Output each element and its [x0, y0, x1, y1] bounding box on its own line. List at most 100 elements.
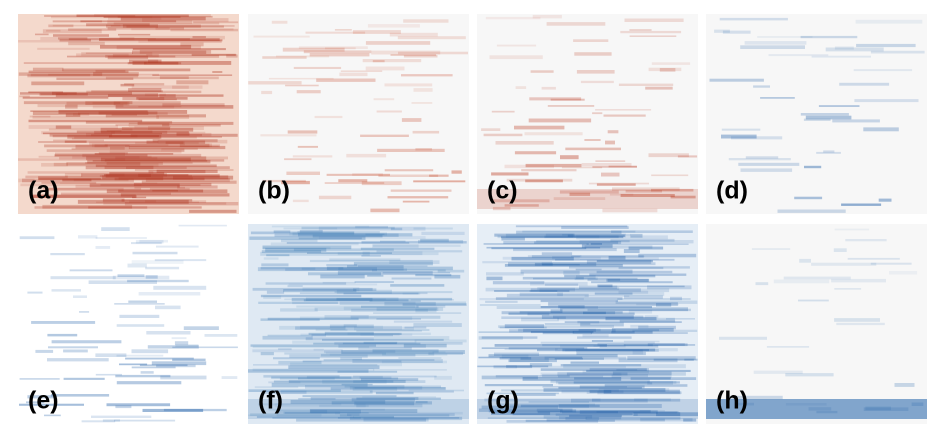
stripe	[420, 238, 449, 242]
stripe	[324, 350, 396, 354]
stripe	[171, 337, 187, 340]
stripe	[355, 225, 388, 229]
stripe	[376, 250, 463, 253]
stripe	[146, 331, 191, 335]
stripe	[343, 292, 419, 295]
stripe	[477, 365, 549, 368]
stripe	[99, 38, 220, 41]
stripe	[499, 326, 547, 329]
stripe	[248, 389, 341, 392]
stripe	[179, 143, 210, 148]
stripe	[501, 389, 619, 392]
stripe	[608, 255, 626, 260]
stripe	[279, 377, 335, 380]
stripe	[834, 288, 862, 290]
stripe	[303, 299, 409, 302]
stripe	[485, 16, 541, 20]
stripe	[318, 195, 352, 200]
stripe	[798, 299, 829, 302]
stripe	[302, 287, 360, 292]
stripe	[48, 128, 133, 131]
stripe	[115, 105, 234, 109]
stripe	[264, 390, 307, 394]
stripe	[845, 239, 887, 242]
stripe	[119, 314, 160, 318]
stripe	[376, 307, 444, 311]
stripe	[28, 125, 119, 129]
stripe	[67, 134, 162, 139]
stripe	[252, 345, 370, 349]
stripe	[805, 115, 852, 120]
stripe	[340, 70, 383, 72]
panel-label: (c)	[487, 177, 518, 205]
stripe	[95, 164, 217, 168]
stripe	[506, 178, 573, 182]
stripe	[602, 208, 658, 213]
stripe	[302, 395, 397, 398]
stripe	[659, 68, 676, 72]
stripe	[116, 354, 164, 357]
stripe	[624, 295, 663, 299]
stripe	[501, 354, 529, 359]
stripe	[108, 16, 162, 20]
stripe	[834, 318, 880, 322]
stripe	[18, 178, 35, 183]
stripe	[32, 111, 149, 115]
stripe	[156, 245, 199, 248]
stripe	[253, 35, 310, 38]
stripe	[273, 357, 320, 360]
stripe	[145, 266, 180, 270]
stripe	[156, 114, 190, 119]
stripe	[279, 325, 402, 330]
stripe	[353, 375, 437, 378]
stripe	[98, 152, 128, 155]
stripe	[131, 349, 169, 354]
stripe	[263, 257, 279, 260]
stripe	[384, 301, 436, 306]
stripe	[147, 345, 199, 349]
stripe	[131, 366, 176, 369]
stripe	[573, 39, 609, 42]
stripe	[362, 396, 436, 398]
stripe	[339, 301, 466, 305]
stripe	[401, 118, 422, 122]
stripe	[337, 271, 433, 275]
stripe	[382, 352, 435, 356]
stripe	[683, 418, 697, 422]
stripe	[262, 246, 331, 250]
stripe	[20, 92, 77, 95]
stripe	[562, 233, 631, 236]
stripe	[204, 334, 238, 337]
stripe	[525, 163, 582, 168]
stripe	[365, 233, 385, 236]
stripe	[297, 145, 318, 148]
stripe	[554, 358, 583, 360]
stripe	[714, 29, 730, 33]
stripe	[170, 28, 239, 32]
stripe	[324, 182, 385, 184]
stripe	[326, 266, 453, 271]
stripe	[633, 412, 681, 416]
stripe	[268, 381, 301, 384]
stripe	[109, 172, 165, 175]
stripe	[491, 110, 515, 113]
stripe	[390, 189, 452, 192]
stripe	[298, 233, 413, 237]
stripe	[576, 348, 659, 352]
stripe	[504, 348, 558, 350]
stripe	[596, 270, 673, 274]
stripe	[62, 178, 92, 182]
stripe	[28, 119, 143, 123]
stripe	[590, 332, 688, 334]
stripe	[604, 384, 688, 387]
stripe	[262, 245, 352, 250]
stripe	[825, 47, 884, 52]
stripe	[580, 322, 624, 327]
stripe	[145, 200, 157, 203]
stripe	[709, 78, 764, 82]
stripe	[384, 169, 434, 172]
stripe	[721, 128, 761, 131]
panel-label: (h)	[716, 387, 748, 415]
stripe	[524, 132, 583, 136]
